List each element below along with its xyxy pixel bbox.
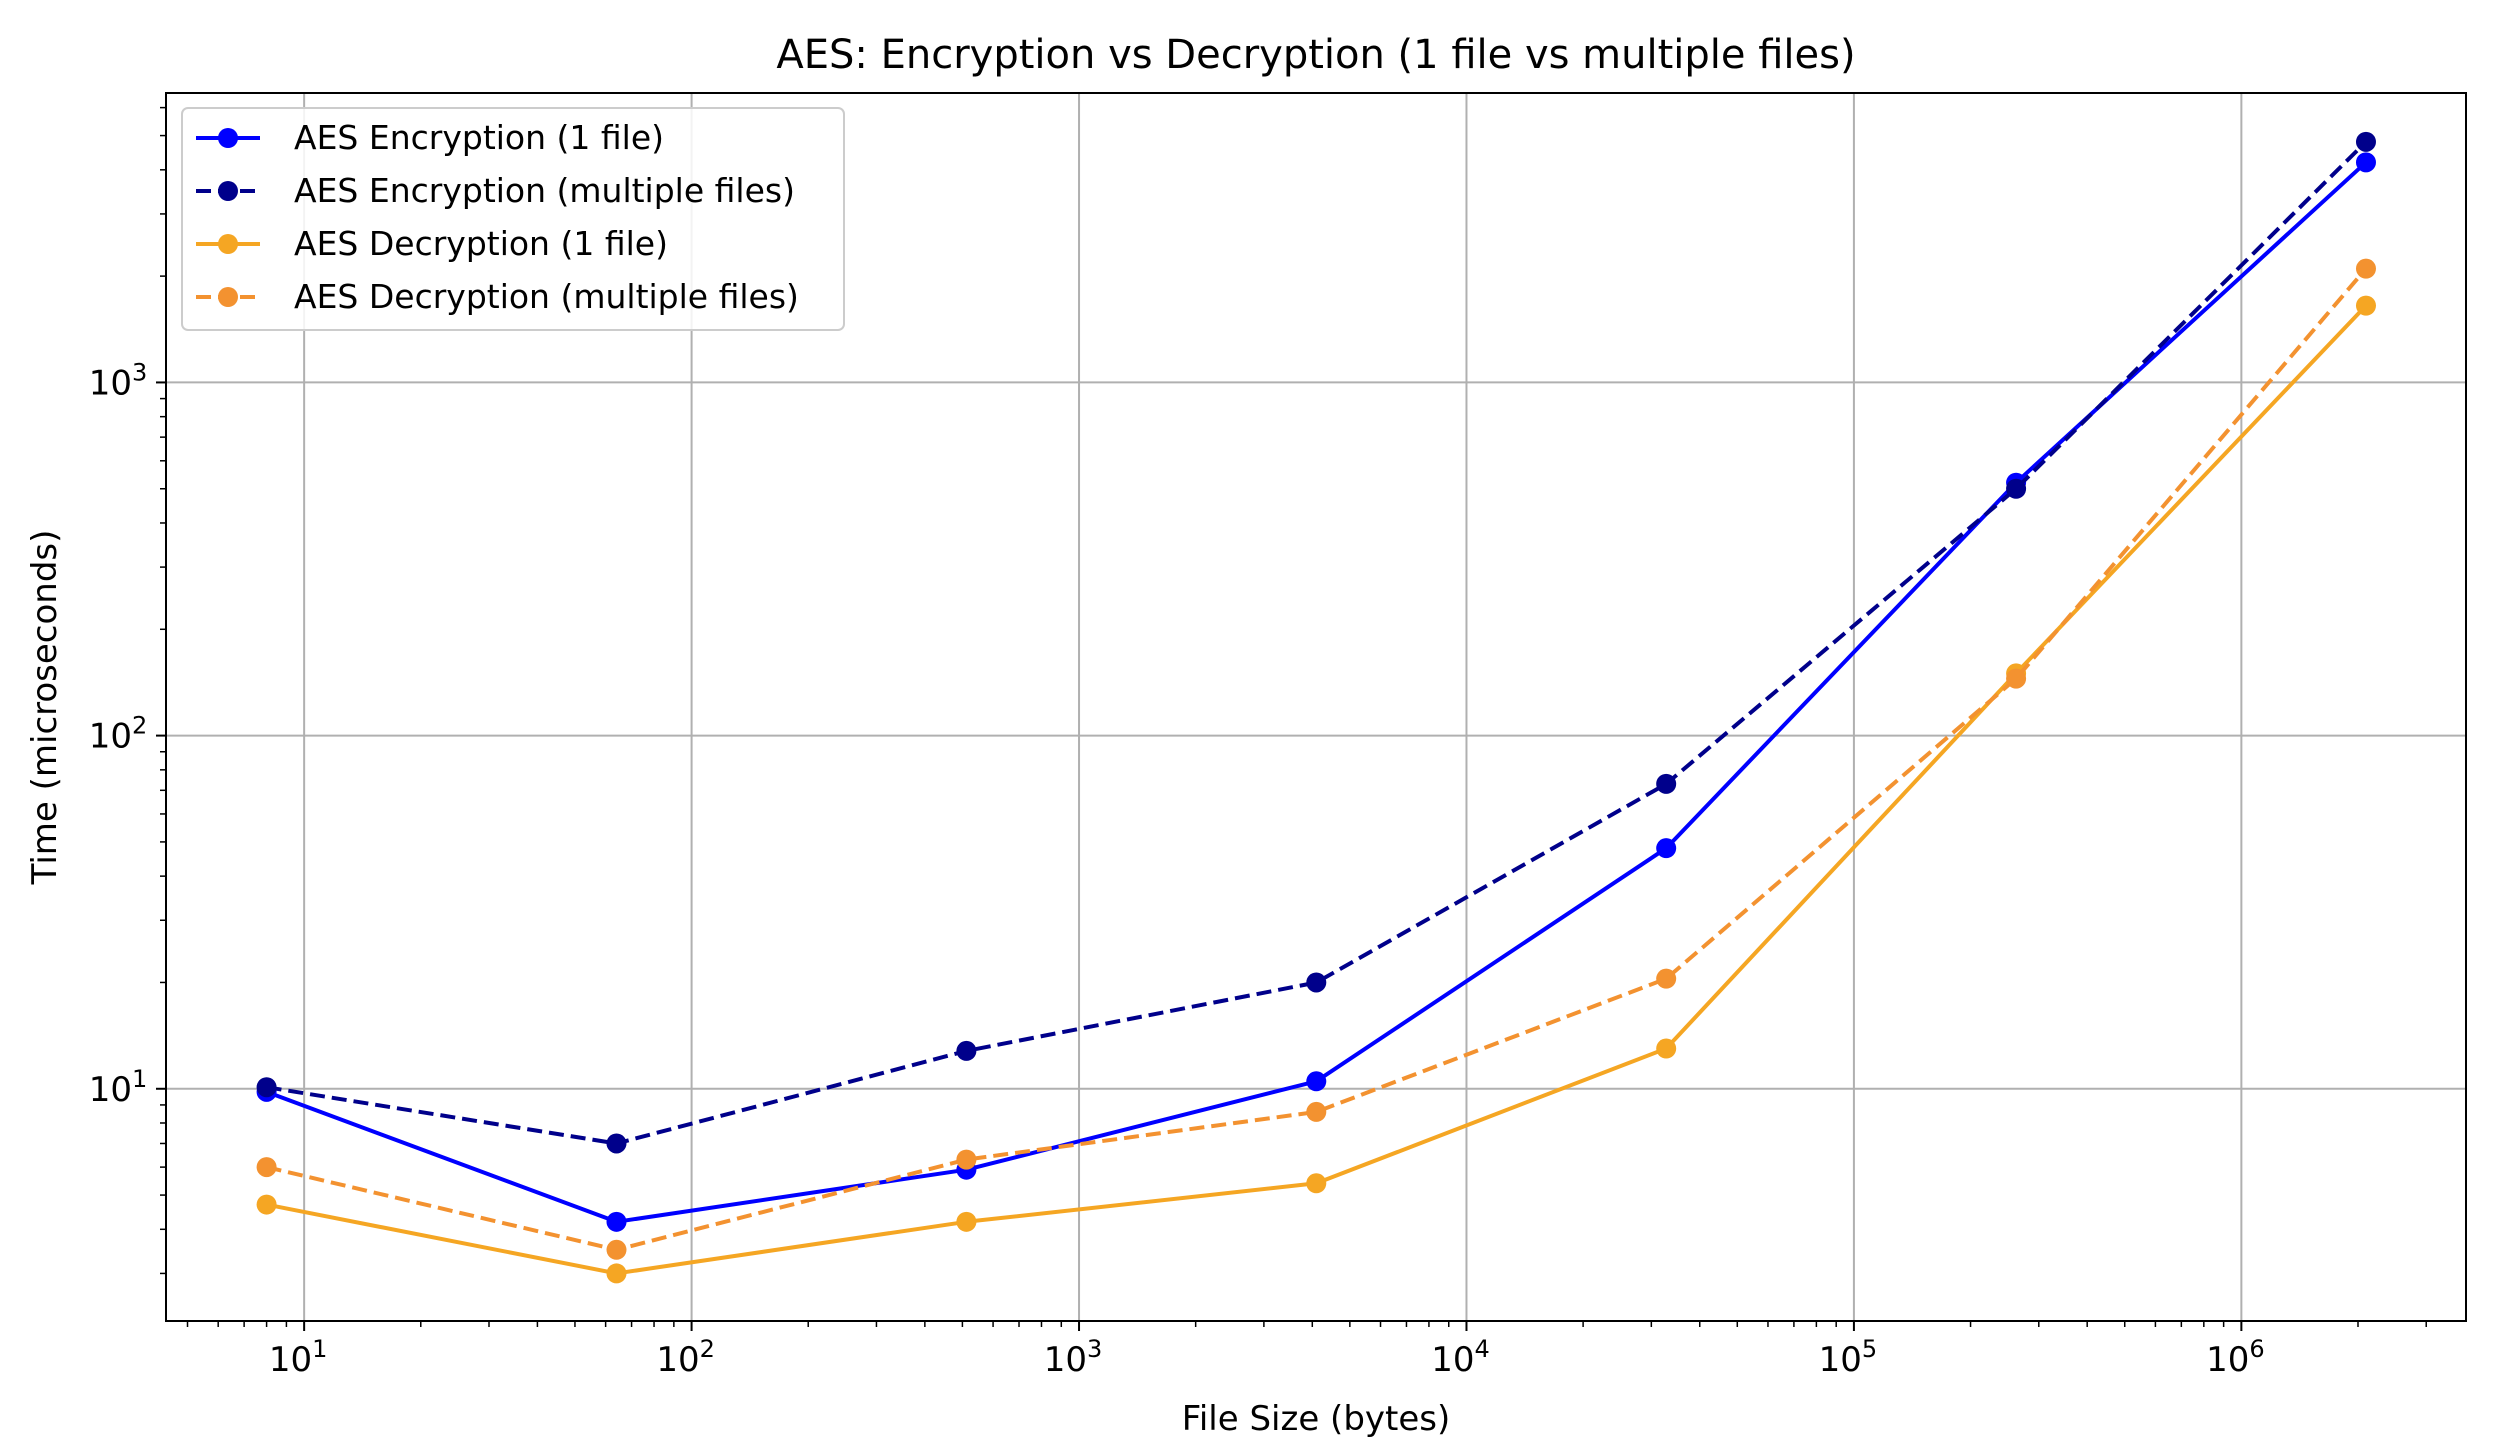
legend-marker-4 [218,287,238,307]
data-point [1656,838,1677,859]
legend: AES Encryption (1 file) AES Encryption (m… [181,107,845,331]
data-point [1656,773,1677,794]
legend-marker-1 [218,128,238,148]
legend-label-2: AES Encryption (multiple files) [294,171,795,210]
plot-frame [165,92,2467,1322]
legend-label-4: AES Decryption (multiple files) [294,277,799,316]
data-point [2355,131,2376,152]
data-point [256,1077,277,1098]
data-point [606,1239,627,1260]
data-point [2355,152,2376,173]
data-point [1656,1038,1677,1059]
data-point [2355,295,2376,316]
data-point [1656,968,1677,989]
chart-title: AES: Encryption vs Decryption (1 file vs… [776,32,1855,78]
legend-label-1: AES Encryption (1 file) [294,118,664,157]
data-point [2006,668,2027,689]
data-point [956,1211,977,1232]
data-point [606,1133,627,1154]
data-point [2006,478,2027,499]
x-axis-label: File Size (bytes) [1182,1399,1451,1439]
data-point [2355,258,2376,279]
data-point [606,1211,627,1232]
y-tick-label: 101 [89,1065,148,1110]
data-point [1306,972,1327,993]
legend-box [181,107,845,331]
y-axis-label: Time (microseconds) [25,530,65,886]
data-point [1306,1101,1327,1122]
data-point [256,1157,277,1178]
data-point [606,1263,627,1284]
data-point [1306,1173,1327,1194]
legend-marker-3 [218,234,238,254]
data-point [1306,1071,1327,1092]
data-point [956,1040,977,1061]
legend-label-3: AES Decryption (1 file) [294,224,668,263]
grid [166,93,2466,1321]
legend-marker-2 [218,181,238,201]
data-point [256,1194,277,1215]
series-layer [256,131,2376,1284]
data-point [956,1149,977,1170]
